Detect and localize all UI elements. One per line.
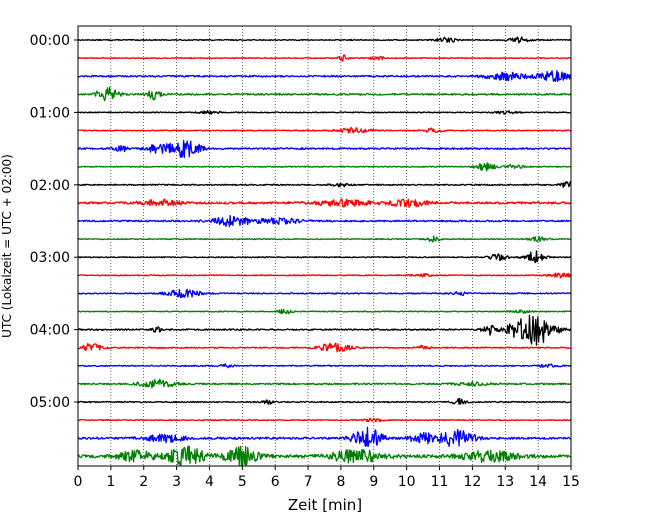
x-tick-label: 7	[304, 474, 313, 490]
seismic-trace	[77, 342, 572, 353]
y-axis-ticks: 00:00 01:00 02:00 03:00 04:00 05:00	[30, 33, 78, 411]
seismic-trace	[77, 417, 572, 423]
plot-frame	[77, 25, 572, 467]
trace-group	[77, 36, 572, 467]
x-tick-label: 1	[106, 474, 115, 490]
seismic-trace	[77, 36, 572, 44]
seismic-trace	[77, 139, 572, 159]
seismic-trace	[77, 162, 572, 172]
seismic-trace	[77, 426, 572, 448]
y-axis-label: UTC (Lokalzeit = UTC + 02:00)	[0, 154, 14, 338]
y-tick-label: 01:00	[30, 105, 70, 121]
seismic-trace	[77, 181, 572, 188]
x-tick-label: 2	[139, 474, 148, 490]
seismic-trace	[77, 109, 572, 115]
seismic-trace	[77, 397, 572, 405]
seismic-trace	[77, 54, 572, 62]
x-tick-label: 4	[205, 474, 214, 490]
seismic-trace	[77, 308, 572, 315]
x-tick-label: 10	[398, 474, 416, 490]
seismic-trace	[78, 272, 572, 279]
y-tick-label: 00:00	[30, 33, 70, 49]
seismic-trace	[77, 127, 572, 134]
y-tick-label: 02:00	[30, 178, 70, 194]
y-tick-label: 05:00	[30, 395, 70, 411]
seismic-trace	[77, 70, 572, 83]
x-tick-label: 15	[562, 474, 580, 490]
x-axis-label: Zeit [min]	[288, 496, 362, 514]
seismic-trace	[77, 445, 572, 467]
x-tick-label: 3	[172, 474, 181, 490]
seismic-trace	[77, 214, 572, 228]
y-tick-label: 03:00	[30, 250, 70, 266]
seismic-trace	[77, 378, 572, 389]
x-axis-ticks: 0 1 2 3 4 5 6 7 8 9 10 11 12 13 14 15	[74, 466, 580, 490]
x-tick-label: 11	[431, 474, 449, 490]
x-tick-label: 6	[271, 474, 280, 490]
seismic-trace	[77, 235, 572, 243]
x-tick-label: 8	[336, 474, 345, 490]
seismic-trace	[77, 314, 572, 346]
seismic-trace	[77, 363, 572, 369]
x-tick-label: 12	[463, 474, 481, 490]
seismic-trace	[77, 250, 572, 264]
x-tick-label: 14	[529, 474, 547, 490]
seismic-trace	[77, 198, 572, 208]
seismic-trace	[77, 86, 572, 102]
grid-lines	[110, 26, 539, 466]
x-tick-label: 13	[496, 474, 514, 490]
seismic-trace	[77, 288, 572, 299]
x-tick-label: 5	[238, 474, 247, 490]
x-tick-label: 0	[74, 474, 83, 490]
y-tick-label: 04:00	[30, 323, 70, 339]
x-tick-label: 9	[369, 474, 378, 490]
